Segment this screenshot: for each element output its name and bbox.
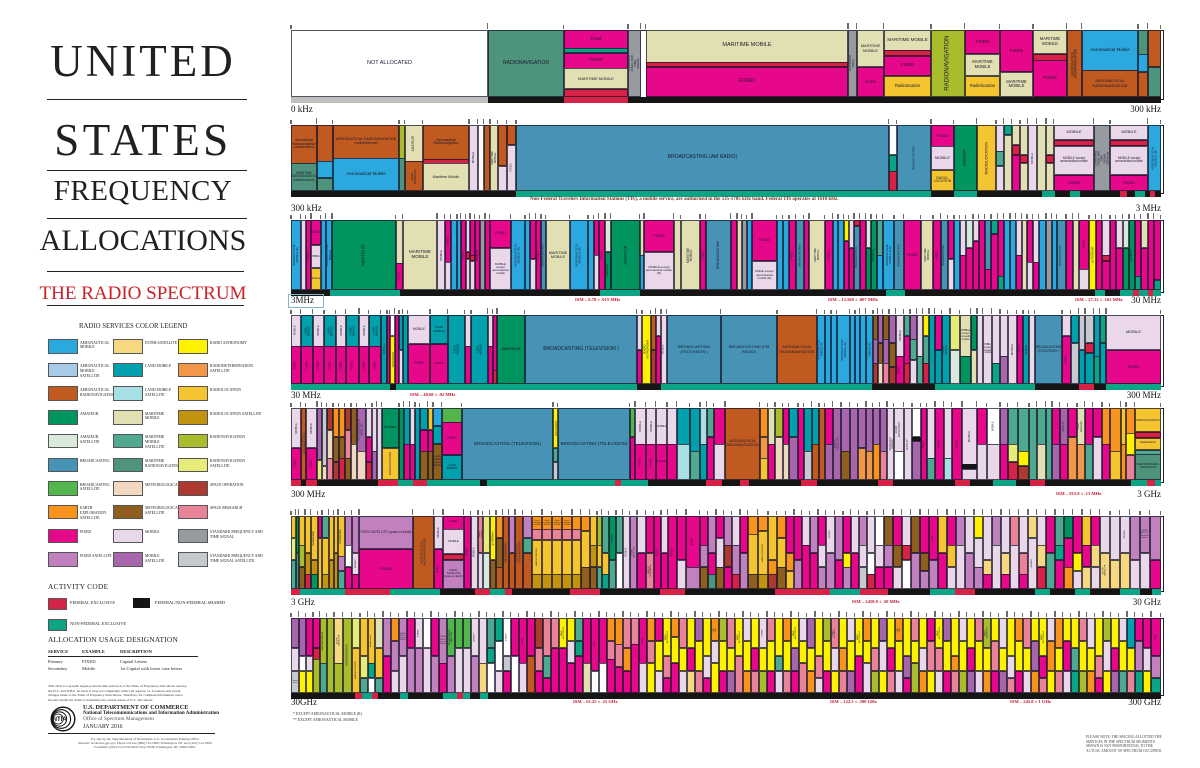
svg-text:NTIA: NTIA [53, 717, 68, 723]
